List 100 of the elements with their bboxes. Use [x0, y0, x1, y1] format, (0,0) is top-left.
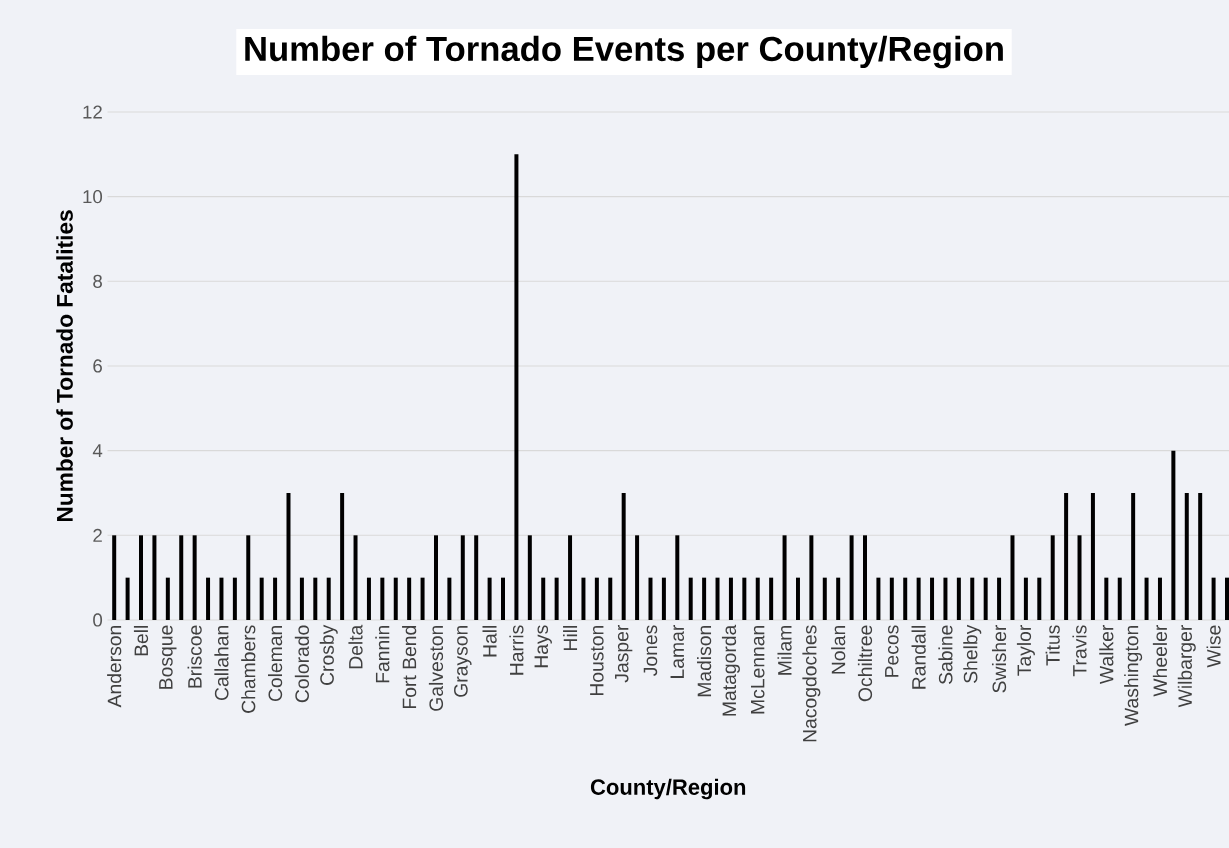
bar [1050, 535, 1055, 620]
bar [568, 535, 573, 620]
bar [1131, 492, 1136, 620]
x-axis-title: County/Region [590, 778, 746, 800]
bar [769, 577, 774, 620]
bar [1184, 492, 1189, 620]
bar [1211, 577, 1216, 620]
bar [1225, 577, 1229, 620]
bar [554, 577, 559, 620]
x-tick-label: Randall [911, 626, 926, 689]
x-tick-label: Milam [777, 625, 792, 675]
x-tick-label: Wheeler [1152, 625, 1168, 697]
x-tick-label: Fannin [375, 625, 390, 683]
x-tick-label: Taylor [1016, 625, 1035, 676]
bar [1023, 577, 1028, 620]
bar [527, 535, 532, 620]
bar [366, 577, 371, 620]
y-tick-label: 4 [92, 444, 103, 458]
bar [299, 577, 304, 620]
x-tick-label: McLennan [751, 625, 765, 714]
bar [1077, 535, 1082, 620]
bar [970, 577, 975, 620]
bar [380, 577, 385, 620]
bar [956, 577, 961, 620]
bar [836, 577, 841, 620]
x-tick-label: Hill [563, 625, 578, 650]
bar [501, 577, 506, 620]
bar [755, 577, 760, 620]
bar [112, 535, 117, 620]
bar [675, 535, 680, 620]
bar [581, 577, 586, 620]
bar [246, 535, 251, 620]
bar [1090, 492, 1095, 620]
x-tick-label: Hall [482, 625, 497, 657]
bar [219, 577, 224, 620]
bar [1171, 450, 1176, 620]
x-tick-label: Travis [1072, 625, 1087, 677]
bar [340, 492, 345, 620]
bar [809, 535, 814, 620]
x-tick-label: Houston [590, 625, 604, 696]
y-tick-label: 8 [93, 274, 102, 288]
x-tick-label: Chambers [241, 625, 256, 713]
bar [889, 577, 894, 620]
y-tick-label: 2 [93, 528, 102, 542]
bar [943, 577, 948, 620]
bar [688, 577, 693, 620]
x-tick-label: Ochiltree [857, 625, 873, 702]
bar [1198, 492, 1203, 620]
bar [1037, 577, 1042, 620]
bar [916, 577, 921, 620]
x-tick-label: Colorado [294, 625, 309, 703]
x-tick-label: Pecos [885, 625, 899, 677]
x-tick-label: Lamar [670, 625, 685, 678]
bar [782, 535, 787, 620]
x-tick-label: Nolan [831, 625, 846, 674]
x-tick-label: Fort Bend [402, 625, 417, 708]
y-tick-label: 12 [83, 105, 102, 119]
bar [863, 535, 867, 620]
bar [393, 577, 398, 620]
bar [313, 577, 318, 620]
x-tick-label: Matagorda [721, 624, 740, 716]
x-tick-label: Delta [348, 624, 363, 669]
bar [661, 577, 666, 620]
x-tick-label: Washington [1124, 625, 1143, 726]
x-tick-label: Wilbarger [1177, 625, 1196, 708]
x-tick-label: Sabine [938, 625, 953, 685]
x-tick-label: Wise [1206, 625, 1221, 668]
bar [608, 577, 613, 620]
bar [635, 535, 640, 620]
x-tick-label: Walker [1099, 625, 1114, 685]
bar [165, 577, 170, 620]
x-tick-label: Jones [643, 625, 658, 676]
bar [930, 577, 935, 620]
bar [742, 577, 747, 620]
x-tick-label: Anderson [107, 625, 122, 708]
bar [407, 577, 412, 620]
bar [594, 577, 599, 620]
x-tick-label: Jasper [615, 625, 633, 683]
bar [621, 492, 626, 620]
x-tick-label: Crosby [319, 624, 338, 685]
bar [876, 577, 881, 620]
x-tick-label: Hays [534, 625, 552, 668]
y-tick-label: 10 [83, 190, 103, 204]
bar [474, 535, 479, 620]
y-axis-title: Number of Tornado Fatalities [56, 210, 73, 522]
bar [232, 577, 237, 620]
bar [152, 535, 157, 620]
bar [433, 535, 438, 620]
x-tick-label: Briscoe [187, 625, 202, 688]
x-tick-label: Madison [697, 625, 712, 697]
x-tick-label: Coleman [267, 625, 283, 702]
chart-title: Number of Tornado Events per County/Region [245, 35, 1003, 69]
bar [259, 577, 264, 620]
bar [179, 535, 184, 620]
bar [1157, 577, 1162, 620]
x-tick-label: Galveston [428, 625, 444, 711]
bar [192, 535, 197, 620]
bar [420, 577, 425, 620]
bar [125, 577, 130, 620]
x-tick-label: Nacogdoches [802, 625, 821, 742]
